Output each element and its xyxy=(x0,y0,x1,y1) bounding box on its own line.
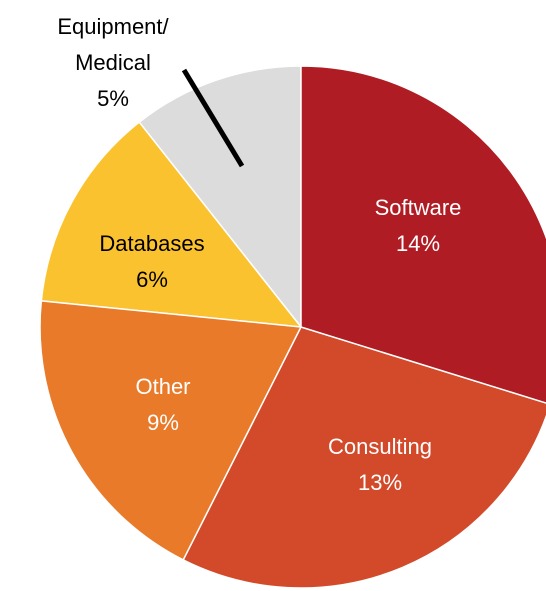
slice-name: Other xyxy=(135,374,191,399)
slice-label: Consulting 13% xyxy=(328,429,432,501)
slice-percent: 6% xyxy=(136,267,168,292)
slice-percent: 5% xyxy=(97,86,129,111)
slice-percent: 9% xyxy=(147,410,179,435)
slice-label: Equipment/ Medical 5% xyxy=(48,9,178,117)
slice-percent: 14% xyxy=(395,231,441,256)
pie-slice xyxy=(138,65,302,330)
slice-label: Software 14% xyxy=(375,190,462,262)
slice-name: Consulting xyxy=(328,434,432,459)
pie-slice xyxy=(300,65,546,404)
slice-name: Databases xyxy=(99,231,205,256)
pie-slice xyxy=(40,121,303,328)
slice-name: Software xyxy=(374,195,462,220)
pie-slice xyxy=(182,326,546,589)
pie-slice xyxy=(39,300,303,561)
slice-percent: 13% xyxy=(357,470,403,495)
slice-label: Other 9% xyxy=(135,369,190,441)
slice-name: Equipment/ Medical xyxy=(57,14,169,75)
leader-line xyxy=(181,68,245,168)
slice-label: Databases 6% xyxy=(99,226,204,298)
